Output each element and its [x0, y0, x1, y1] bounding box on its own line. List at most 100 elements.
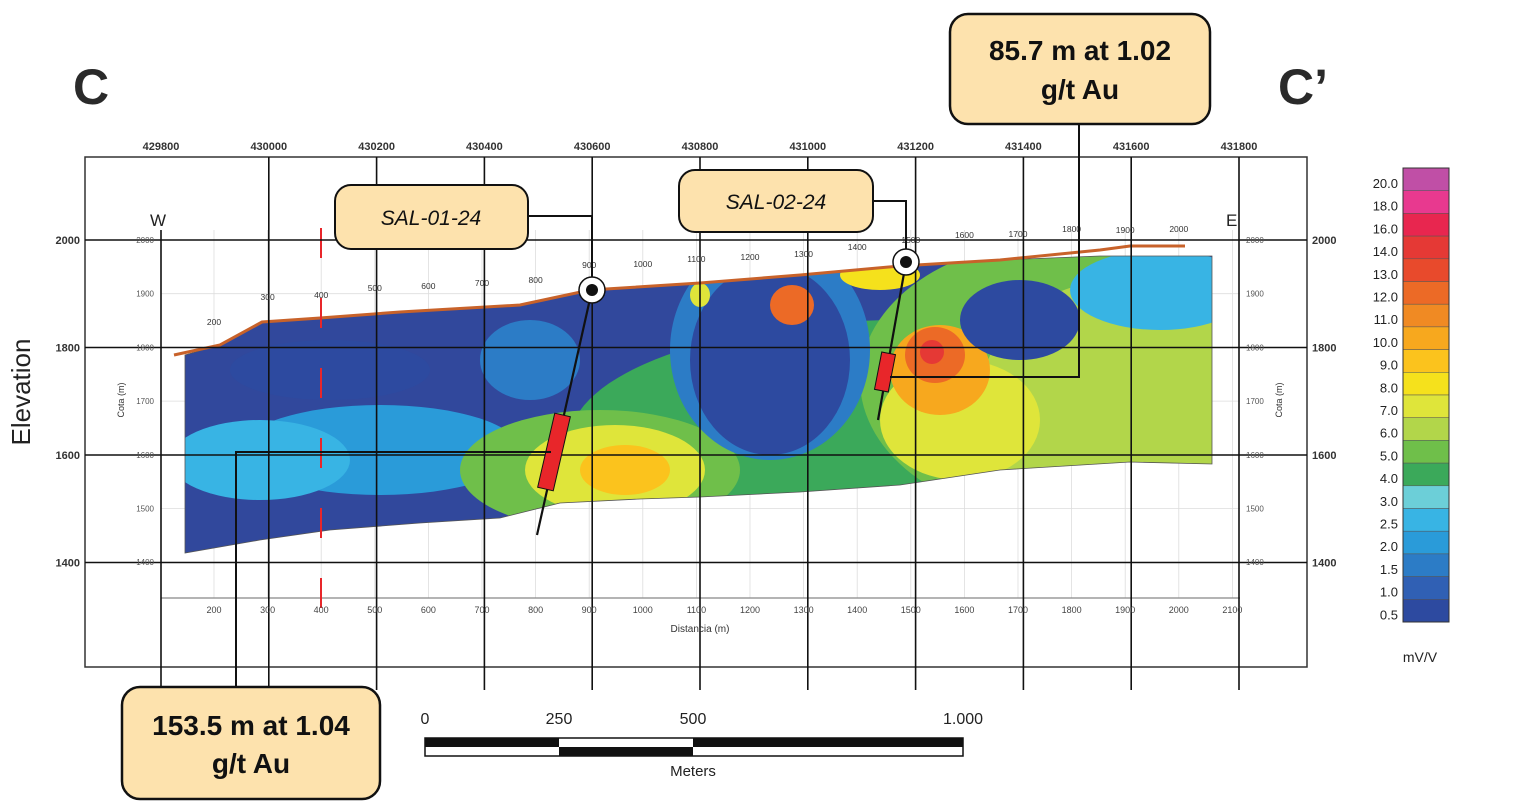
color-legend-level: 0.5	[1380, 607, 1398, 622]
surface-distance-label: 900	[582, 260, 596, 270]
color-legend: 20.0 18.0 16.0 14.0 13.0 12.0 11.0 10.0 9.0 8.0 7.…	[1373, 167, 1450, 623]
elevation-tick-left: 1600	[56, 450, 80, 462]
color-legend-swatch	[1402, 326, 1450, 350]
surface-distance-label: 500	[368, 283, 382, 293]
color-legend-level: 13.0	[1373, 267, 1398, 282]
cota-tick-left: 1600	[136, 451, 154, 460]
elevation-tick-left: 1800	[56, 343, 80, 355]
drillhole-callout-sal-02-24: SAL-02-24	[678, 169, 874, 233]
distance-tick-label: 1300	[794, 605, 814, 615]
color-legend-level: 1.0	[1380, 585, 1398, 600]
cota-tick-right: 1700	[1246, 397, 1264, 406]
color-legend-level: 10.0	[1373, 335, 1398, 350]
top-tick-label: 431000	[789, 141, 826, 153]
top-tick-label: 431200	[897, 141, 934, 153]
drillhole-label-sal-02-24: SAL-02-24	[726, 191, 826, 214]
color-legend-swatch	[1402, 303, 1450, 328]
intercept-callout-2: 85.7 m at 1.02 g/t Au	[948, 12, 1212, 126]
color-legend-swatch	[1402, 167, 1450, 191]
intercept-callout-1: 153.5 m at 1.04 g/t Au	[120, 685, 382, 801]
color-legend-level: 8.0	[1380, 380, 1398, 395]
distance-tick-label: 1200	[740, 605, 760, 615]
top-tick-label: 430200	[358, 141, 395, 153]
scale-label-250: 250	[546, 711, 573, 728]
color-legend-level: 14.0	[1373, 244, 1398, 259]
leader-line-intercept-2	[890, 125, 1080, 378]
surface-distance-label: 300	[261, 292, 275, 302]
color-legend-swatch	[1402, 462, 1450, 487]
color-legend-level: 9.0	[1380, 358, 1398, 373]
distance-tick-label: 1100	[687, 605, 706, 615]
intercept-2-line2: g/t Au	[1041, 74, 1119, 105]
elevation-tick-right: 1400	[1312, 558, 1336, 570]
top-tick-label: 430000	[250, 141, 287, 153]
color-legend-level: 3.0	[1380, 494, 1398, 509]
cota-tick-left: 1900	[136, 290, 154, 299]
drillhole-callout-sal-01-24: SAL-01-24	[334, 184, 529, 250]
cota-label-right: Cota (m)	[1274, 382, 1284, 417]
intercept-bar-sal-01-24	[537, 412, 571, 492]
top-tick-label: 431800	[1221, 141, 1258, 153]
east-label: E	[1226, 211, 1237, 230]
color-legend-level: 5.0	[1380, 448, 1398, 463]
top-tick-label: 429800	[143, 141, 180, 153]
drillhole-label-sal-01-24: SAL-01-24	[381, 207, 481, 230]
scale-label-500: 500	[680, 711, 707, 728]
color-legend-level: 7.0	[1380, 403, 1398, 418]
distance-tick-label: 700	[474, 605, 489, 615]
surface-distance-label: 400	[314, 290, 328, 300]
surface-distance-label: 1500	[901, 235, 920, 245]
scale-unit: Meters	[670, 763, 716, 780]
color-legend-level: 18.0	[1373, 199, 1398, 214]
color-legend-level: 16.0	[1373, 221, 1398, 236]
surface-distance-label: 1800	[1062, 224, 1081, 234]
color-legend-swatch	[1402, 394, 1450, 418]
color-legend-swatch	[1402, 508, 1450, 532]
color-legend-level: 12.0	[1373, 290, 1398, 305]
cota-tick-left: 1400	[136, 558, 154, 567]
top-tick-label: 431400	[1005, 141, 1042, 153]
intercept-1-line2: g/t Au	[212, 748, 290, 779]
cota-tick-right: 1900	[1246, 290, 1264, 299]
scale-label-0: 0	[421, 711, 430, 728]
color-legend-swatch	[1402, 417, 1450, 441]
color-legend-swatch	[1402, 530, 1450, 555]
leader-line-sal-01-24	[527, 215, 593, 277]
surface-distance-label: 200	[207, 317, 221, 327]
elevation-axis-label: Elevation	[6, 339, 36, 446]
cota-tick-left: 1500	[136, 505, 154, 514]
intercept-1-line1: 153.5 m at 1.04	[152, 710, 350, 741]
color-legend-level: 2.0	[1380, 539, 1398, 554]
color-legend-border	[1402, 167, 1450, 623]
drillhole-trace-sal-02-24	[876, 261, 908, 421]
distance-tick-label: 1000	[633, 605, 653, 615]
leader-line-intercept-1	[235, 451, 551, 687]
color-legend-swatch	[1402, 281, 1450, 305]
color-legend-swatch	[1402, 258, 1450, 282]
elevation-ticks: 2000 2000 1800 1800 1600 1600 1400 1400	[56, 235, 1337, 570]
color-legend-swatch	[1402, 440, 1450, 464]
elevation-tick-left: 1400	[56, 558, 80, 570]
surface-distance-label: 1600	[955, 230, 974, 240]
color-legend-level: 4.0	[1380, 471, 1398, 486]
surface-distance-label: 1300	[794, 249, 813, 259]
color-legend-swatch	[1402, 235, 1450, 260]
cota-label-left: Cota (m)	[116, 382, 126, 417]
surface-distance-label: 1200	[741, 252, 760, 262]
color-legend-swatch	[1402, 213, 1450, 237]
cota-tick-right: 1600	[1246, 451, 1264, 460]
cota-tick-left: 1700	[136, 397, 154, 406]
distance-tick-label: 900	[582, 605, 597, 615]
surface-distance-label: 700	[475, 278, 489, 288]
distance-tick-label: 1900	[1115, 605, 1135, 615]
distance-tick-label: 300	[260, 605, 275, 615]
topography-line	[173, 244, 1185, 357]
intercept-2-line1: 85.7 m at 1.02	[989, 35, 1171, 66]
distance-axis-label: Distancia (m)	[671, 624, 730, 635]
surface-distance-label: 2000	[1169, 224, 1188, 234]
scale-bar: 0 250 500 1.000 Meters	[421, 711, 984, 780]
elevation-tick-left: 2000	[56, 235, 80, 247]
distance-tick-label: 1400	[847, 605, 867, 615]
color-legend-level: 6.0	[1380, 426, 1398, 441]
